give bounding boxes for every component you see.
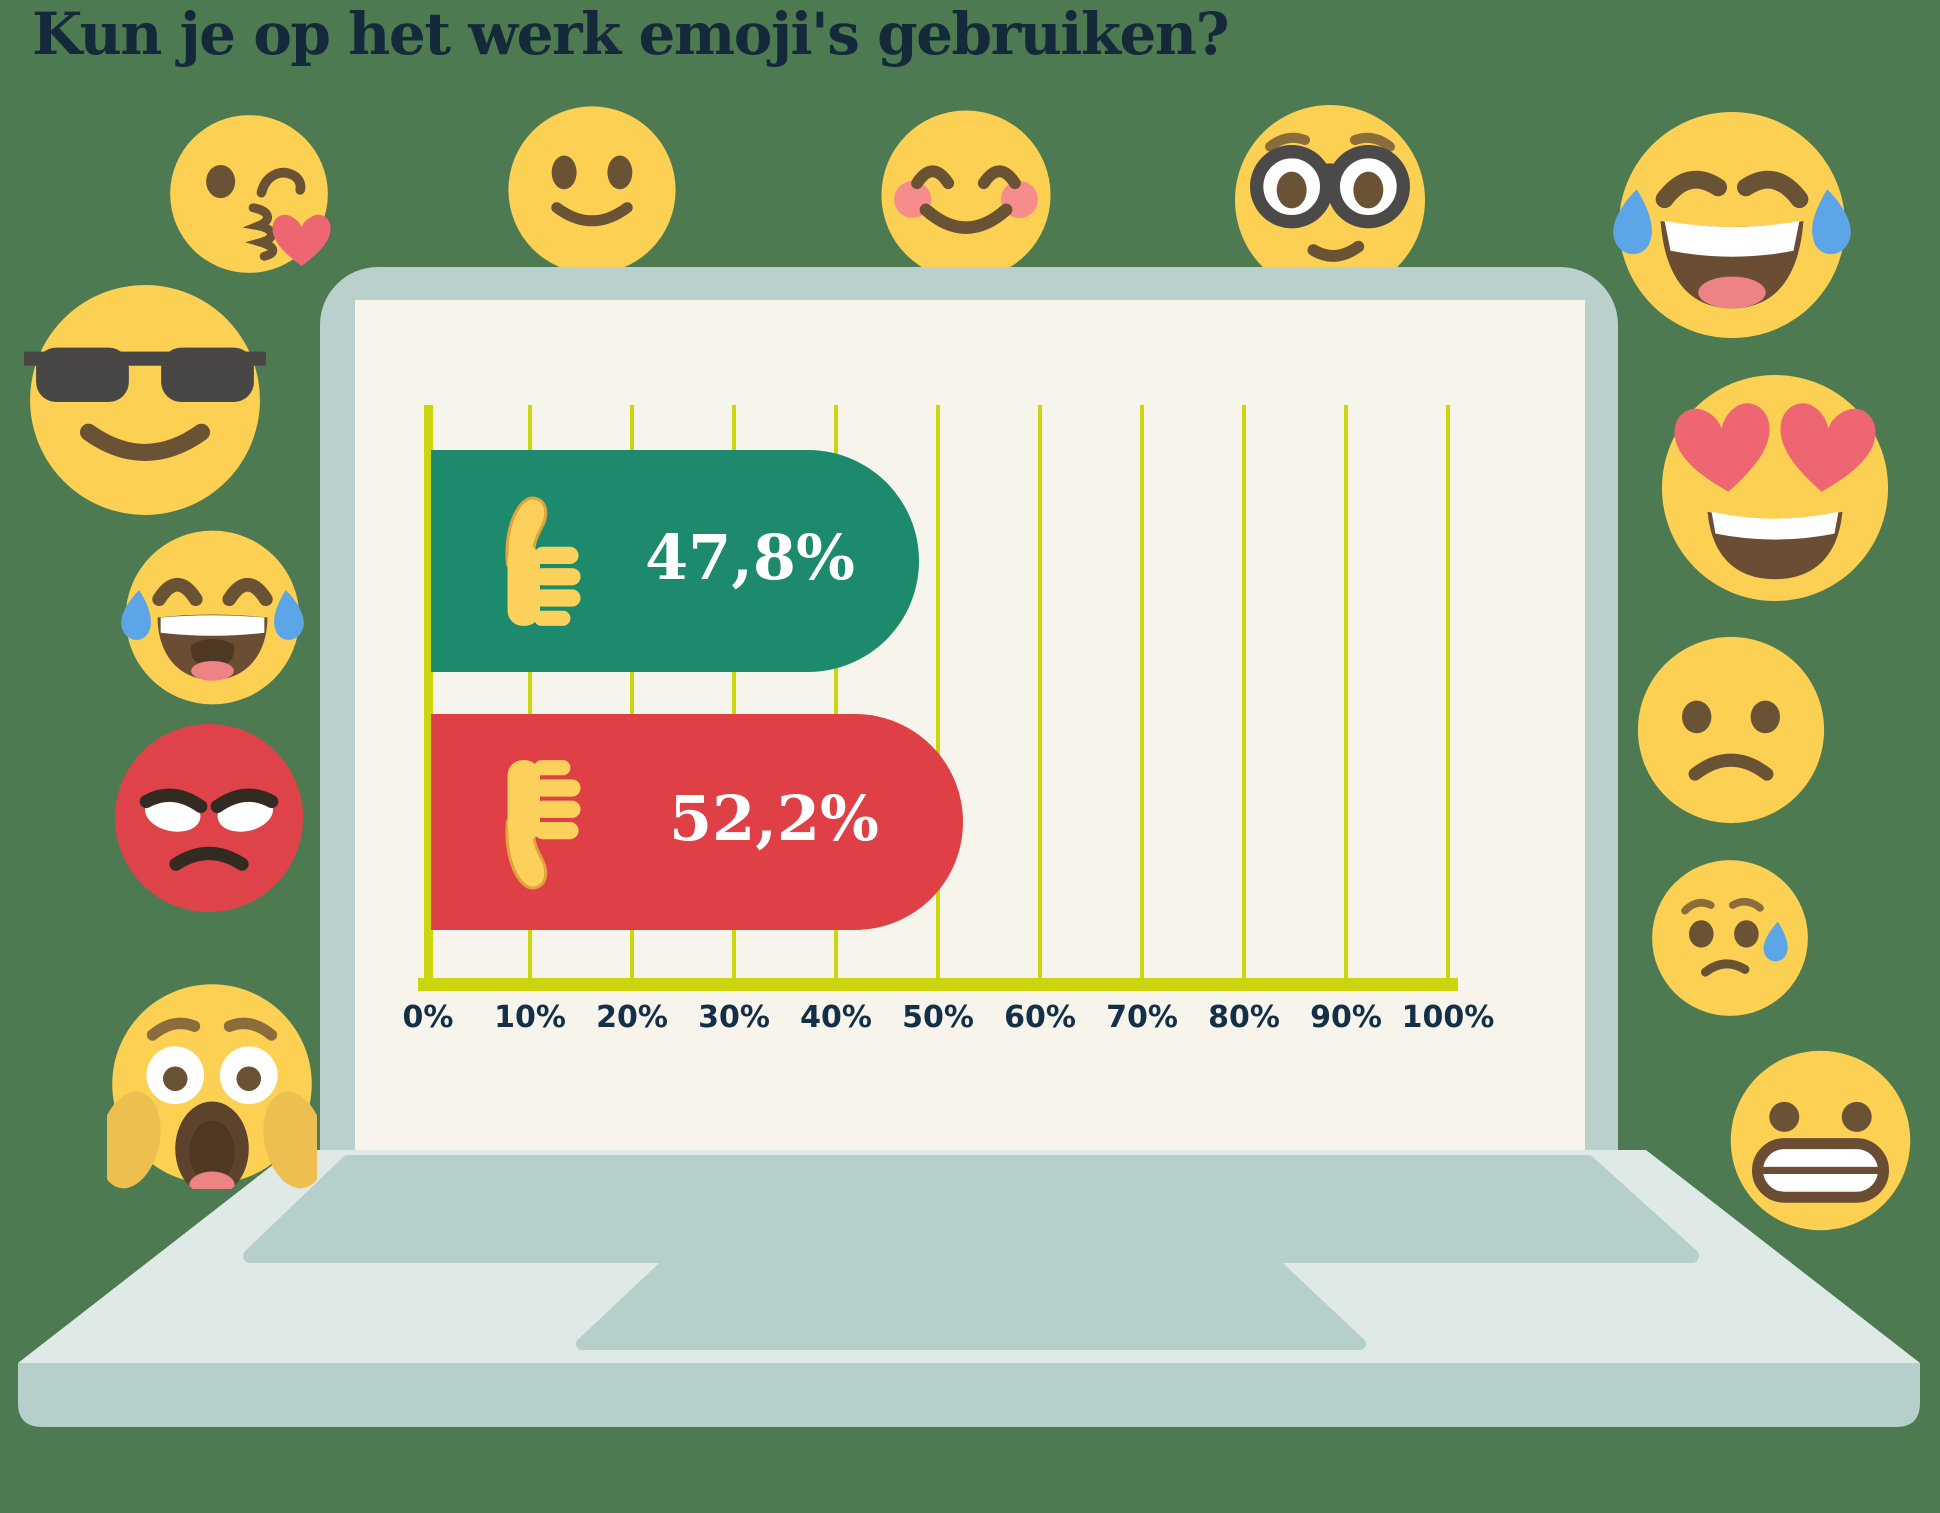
frowning-face-emoji <box>1637 636 1825 824</box>
gridline <box>1038 405 1042 983</box>
laughing-face-with-tears-of-joy-emoji <box>121 530 304 705</box>
gridline <box>1140 405 1144 983</box>
smiling-face-with-smiling-eyes-emoji <box>881 110 1051 280</box>
nerd-face-with-glasses-emoji <box>1235 105 1425 295</box>
gridline <box>1344 405 1348 983</box>
face-with-tears-of-joy-emoji <box>1613 111 1851 339</box>
bar-value-label-up: 47,8% <box>645 520 855 594</box>
smiling-face-with-heart-eyes-emoji <box>1661 374 1889 602</box>
x-tick-label: 20% <box>596 1000 668 1035</box>
thumbs-up-icon <box>505 496 581 626</box>
gridline <box>834 405 838 983</box>
plot-area: 47,8% 52,2% <box>418 405 1458 991</box>
gridline <box>1446 405 1450 983</box>
gridline <box>630 405 634 983</box>
x-tick-label: 30% <box>698 1000 770 1035</box>
grimacing-face-emoji <box>1730 1050 1911 1231</box>
gridline <box>732 405 736 983</box>
y-axis-line <box>424 405 433 991</box>
slightly-smiling-face-emoji <box>508 106 676 274</box>
face-blowing-a-kiss-emoji <box>170 115 331 273</box>
x-tick-label: 50% <box>902 1000 974 1035</box>
gridline <box>1242 405 1246 983</box>
laptop-front-edge <box>18 1363 1920 1427</box>
x-axis-labels: 0% 10% 20% 30% 40% 50% 60% 70% 80% 90% 100% <box>403 1000 1495 1040</box>
x-tick-label: 40% <box>800 1000 872 1035</box>
x-tick-label: 80% <box>1208 1000 1280 1035</box>
laptop-keyboard <box>243 1155 1699 1263</box>
x-tick-label: 60% <box>1004 1000 1076 1035</box>
x-tick-label: 70% <box>1106 1000 1178 1035</box>
x-tick-label: 10% <box>494 1000 566 1035</box>
sad-face-with-sweat-emoji <box>1652 860 1808 1016</box>
x-tick-label: 90% <box>1310 1000 1382 1035</box>
thumbs-down-icon <box>505 760 581 890</box>
x-axis-line <box>418 978 1458 991</box>
bar-thumbs-down: 52,2% <box>431 714 964 930</box>
face-screaming-in-fear-emoji <box>107 984 317 1189</box>
bar-thumbs-up: 47,8% <box>431 450 919 672</box>
laptop-trackpad <box>576 1257 1366 1350</box>
angry-red-face-emoji <box>114 723 304 913</box>
gridline <box>528 405 532 983</box>
laptop-base <box>18 1150 1920 1427</box>
x-tick-label: 0% <box>402 1000 454 1035</box>
smiling-face-with-sunglasses-emoji <box>24 285 266 515</box>
page-title: Kun je op het werk emoji's gebruiken? <box>32 0 1230 68</box>
x-tick-label: 100% <box>1401 1000 1495 1035</box>
bar-value-label-down: 52,2% <box>669 781 879 855</box>
gridline <box>936 405 940 983</box>
